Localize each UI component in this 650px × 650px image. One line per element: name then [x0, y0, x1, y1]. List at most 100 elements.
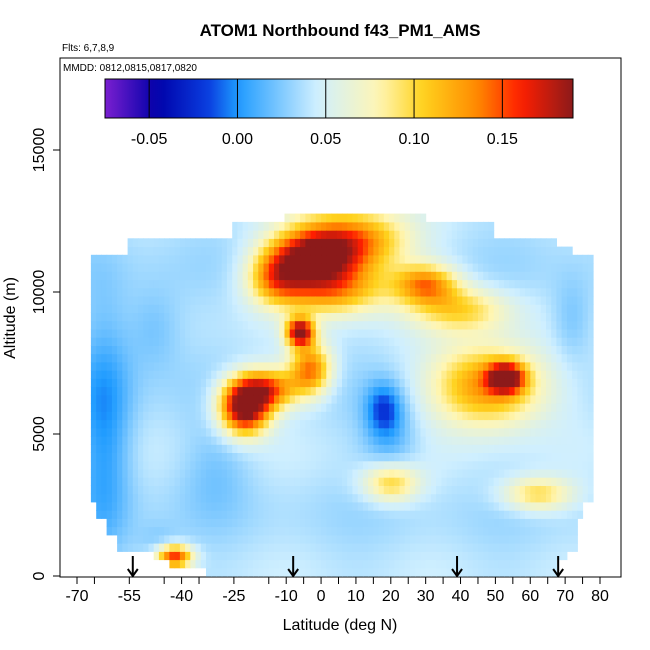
heatmap-cell: [122, 320, 129, 330]
heatmap-cell: [143, 304, 149, 313]
heatmap-cell: [441, 427, 448, 437]
heatmap-cell: [394, 559, 401, 569]
heatmap-cell: [174, 304, 181, 313]
heatmap-cell: [258, 567, 265, 577]
heatmap-cell: [425, 337, 432, 346]
heatmap-cell: [342, 518, 348, 528]
heatmap-cell: [478, 452, 484, 462]
heatmap-cell: [138, 501, 144, 511]
heatmap-cell: [232, 501, 238, 511]
heatmap-cell: [310, 254, 317, 264]
heatmap-cell: [153, 246, 160, 256]
heatmap-cell: [190, 304, 197, 313]
heatmap-cell: [106, 263, 113, 272]
heatmap-cell: [179, 436, 186, 445]
heatmap-cell: [472, 221, 479, 231]
heatmap-cell: [117, 394, 123, 404]
heatmap-cell: [263, 370, 270, 379]
heatmap-cell: [483, 361, 489, 371]
heatmap-cell: [488, 559, 495, 569]
heatmap-cell: [206, 427, 212, 437]
heatmap-cell: [410, 320, 416, 330]
heatmap-cell: [315, 230, 322, 239]
heatmap-cell: [451, 263, 458, 272]
heatmap-cell: [247, 370, 254, 379]
heatmap-cell: [373, 436, 380, 445]
heatmap-cell: [232, 238, 238, 248]
heatmap-cell: [378, 238, 385, 248]
heatmap-cell: [394, 320, 401, 330]
heatmap-cell: [572, 386, 578, 396]
heatmap-cell: [106, 304, 113, 313]
heatmap-cell: [174, 526, 181, 536]
heatmap-cell: [331, 213, 338, 223]
heatmap-cell: [326, 559, 333, 569]
heatmap-cell: [237, 543, 244, 552]
heatmap-cell: [127, 510, 134, 519]
heatmap-cell: [200, 312, 207, 322]
heatmap-cell: [274, 263, 280, 272]
heatmap-cell: [310, 361, 317, 371]
heatmap-cell: [420, 386, 427, 396]
heatmap-cell: [525, 304, 531, 313]
heatmap-cell: [509, 444, 516, 453]
heatmap-cell: [483, 271, 489, 281]
heatmap-cell: [514, 436, 521, 445]
heatmap-cell: [519, 543, 526, 552]
heatmap-cell: [206, 296, 212, 305]
heatmap-cell: [294, 213, 301, 223]
heatmap-cell: [117, 427, 123, 437]
heatmap-cell: [195, 559, 202, 569]
heatmap-cell: [143, 436, 149, 445]
heatmap-cell: [389, 287, 395, 297]
heatmap-cell: [138, 452, 144, 462]
heatmap-cell: [305, 361, 312, 371]
heatmap-cell: [315, 304, 322, 313]
heatmap-cell: [169, 320, 176, 330]
heatmap-cell: [143, 477, 149, 486]
heatmap-cell: [572, 485, 578, 495]
heatmap-cell: [138, 370, 144, 379]
heatmap-cell: [258, 510, 265, 519]
heatmap-cell: [305, 230, 312, 239]
heatmap-cell: [457, 559, 463, 569]
heatmap-cell: [389, 345, 395, 355]
heatmap-cell: [190, 485, 197, 495]
heatmap-cell: [106, 427, 113, 437]
heatmap-cell: [498, 427, 505, 437]
heatmap-cell: [331, 246, 338, 256]
heatmap-cell: [331, 254, 338, 264]
heatmap-cell: [572, 526, 578, 536]
heatmap-cell: [498, 263, 505, 272]
heatmap-cell: [415, 296, 421, 305]
heatmap-cell: [122, 386, 129, 396]
heatmap-cell: [315, 436, 322, 445]
heatmap-cell: [179, 460, 186, 470]
heatmap-cell: [451, 460, 458, 470]
heatmap-cell: [300, 411, 306, 421]
heatmap-cell: [504, 485, 510, 495]
heatmap-cell: [315, 246, 322, 256]
heatmap-cell: [514, 444, 521, 453]
heatmap-cell: [472, 394, 479, 404]
heatmap-cell: [284, 263, 291, 272]
heatmap-cell: [488, 485, 495, 495]
heatmap-cell: [253, 328, 259, 338]
heatmap-cell: [305, 345, 312, 355]
heatmap-cell: [315, 296, 322, 305]
heatmap-cell: [425, 510, 432, 519]
heatmap-cell: [237, 287, 244, 297]
heatmap-cell: [111, 304, 118, 313]
heatmap-cell: [430, 460, 437, 470]
heatmap-cell: [582, 279, 589, 289]
heatmap-cell: [90, 254, 97, 264]
heatmap-cell: [561, 526, 568, 536]
heatmap-cell: [430, 403, 437, 412]
heatmap-cell: [331, 403, 338, 412]
heatmap-cell: [587, 312, 594, 322]
heatmap-cell: [106, 353, 113, 363]
heatmap-cell: [153, 477, 160, 486]
heatmap-cell: [457, 543, 463, 552]
heatmap-cell: [399, 427, 406, 437]
heatmap-cell: [525, 238, 531, 248]
